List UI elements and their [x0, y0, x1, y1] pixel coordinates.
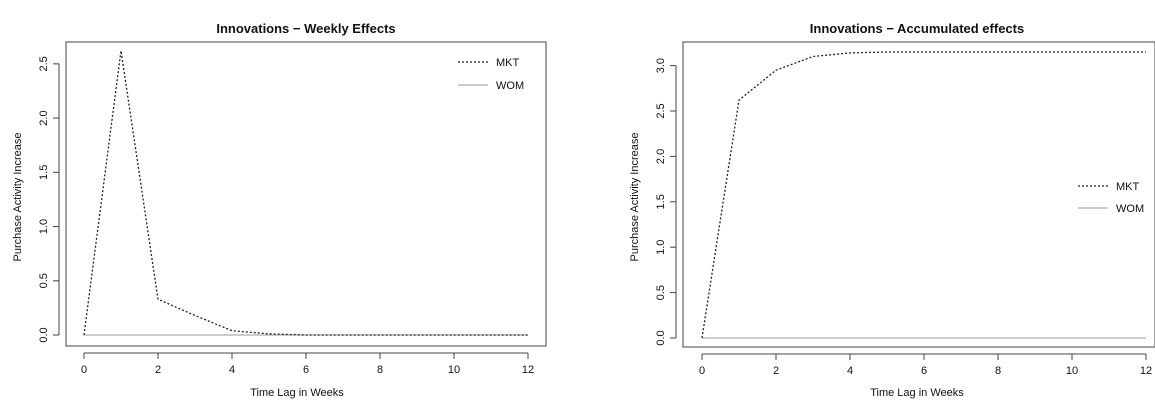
- x-tick-label: 10: [448, 364, 460, 376]
- legend-label-mkt: MKT: [1116, 181, 1140, 193]
- y-tick-label: 1.0: [655, 240, 667, 255]
- plot-frame-2: [682, 41, 1155, 348]
- y-tick-label: 1.5: [38, 165, 50, 180]
- series-line-mkt: [701, 51, 1146, 339]
- y-axis-label-1: Purchase Activity Increase: [12, 132, 24, 261]
- chart-title-2: Innovations − Accumulated effects: [810, 21, 1024, 36]
- y-tick-label: 0.5: [38, 273, 50, 288]
- y-tick-label: 1.5: [655, 194, 667, 209]
- x-axis-label-2: Time Lag in Weeks: [870, 387, 964, 399]
- series-line-mkt: [83, 50, 528, 336]
- x-tick-label: 4: [847, 365, 853, 377]
- legend-label-wom: WOM: [1116, 203, 1144, 215]
- x-tick-label: 8: [377, 364, 383, 376]
- x-tick-label: 2: [155, 364, 161, 376]
- x-tick-label: 6: [921, 365, 927, 377]
- y-tick-label: 2.5: [655, 103, 667, 118]
- y-tick-label: 0.0: [655, 330, 667, 345]
- x-tick-label: 2: [773, 365, 779, 377]
- legend-label-wom: WOM: [496, 80, 524, 92]
- legend-label-mkt: MKT: [496, 57, 520, 69]
- x-tick-label: 0: [81, 364, 87, 376]
- x-tick-label: 12: [1140, 365, 1152, 377]
- y-tick-label: 1.0: [38, 219, 50, 234]
- x-tick-label: 10: [1066, 365, 1078, 377]
- y-tick-label: 2.0: [655, 149, 667, 164]
- x-tick-label: 12: [522, 364, 534, 376]
- y-tick-label: 2.0: [38, 110, 50, 125]
- y-axis-label-2: Purchase Activity Increase: [629, 132, 641, 261]
- y-tick-label: 2.5: [38, 56, 50, 71]
- x-tick-label: 4: [229, 364, 235, 376]
- chart-title-1: Innovations − Weekly Effects: [216, 21, 395, 36]
- x-tick-label: 6: [303, 364, 309, 376]
- x-axis-label-1: Time Lag in Weeks: [250, 387, 344, 399]
- y-tick-label: 3.0: [655, 58, 667, 73]
- x-tick-label: 0: [699, 365, 705, 377]
- x-tick-label: 8: [995, 365, 1001, 377]
- plot-frame-1: [65, 41, 547, 347]
- y-tick-label: 0.0: [38, 327, 50, 342]
- y-tick-label: 0.5: [655, 285, 667, 300]
